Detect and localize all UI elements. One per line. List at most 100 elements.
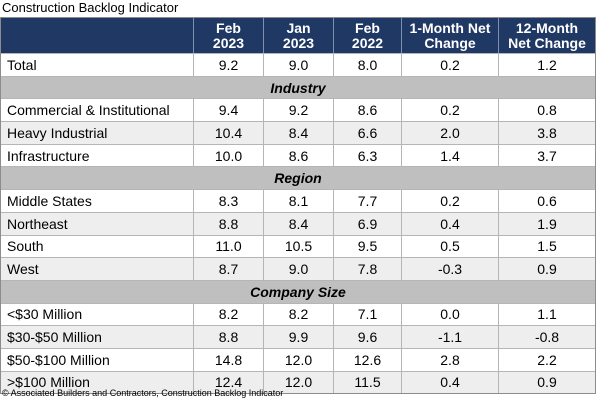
value-cell: 12.0 [263, 348, 333, 371]
value-cell: 8.6 [263, 144, 333, 167]
value-cell: 8.4 [263, 122, 333, 144]
value-cell: 0.9 [498, 258, 595, 280]
value-cell: 0.0 [401, 303, 498, 326]
table-row: $30-$50 Million 8.8 9.9 9.6 -1.1 -0.8 [1, 325, 595, 348]
value-cell: 12.0 [263, 371, 333, 394]
value-cell: 0.9 [498, 371, 595, 394]
row-label: Total [7, 56, 37, 73]
value-cell: 2.0 [401, 122, 498, 144]
table-row: South 11.0 10.5 9.5 0.5 1.5 [1, 234, 595, 258]
row-label: >$100 Million [7, 374, 90, 391]
row-label: Infrastructure [7, 147, 90, 164]
table-row: Middle States 8.3 8.1 7.7 0.2 0.6 [1, 189, 595, 212]
value-cell: 9.5 [333, 235, 401, 258]
value-cell: 7.1 [333, 303, 401, 326]
section-header: Industry [1, 75, 595, 99]
row-label: Heavy Industrial [7, 124, 108, 141]
value-cell: 9.4 [193, 99, 263, 122]
table-row: >$100 Million 12.4 12.0 11.5 0.4 0.9 [1, 370, 595, 394]
value-cell: 0.4 [401, 212, 498, 235]
title: Construction Backlog Indicator [2, 0, 179, 15]
value-cell: 0.5 [401, 235, 498, 258]
value-cell: 8.4 [263, 212, 333, 235]
value-cell: 8.2 [193, 303, 263, 326]
value-cell: 0.4 [401, 371, 498, 394]
row-label: $50-$100 Million [7, 351, 110, 368]
value-cell: 9.6 [333, 326, 401, 348]
value-cell: -0.8 [498, 326, 595, 348]
row-label: $30-$50 Million [7, 329, 102, 346]
row-label: Commercial & Institutional [7, 102, 170, 119]
value-cell: 1.2 [498, 54, 595, 76]
value-cell: 0.6 [498, 190, 595, 212]
section-name: Industry [270, 79, 326, 96]
value-cell: 2.8 [401, 348, 498, 371]
value-cell: 0.2 [401, 190, 498, 212]
value-cell: 9.2 [193, 54, 263, 76]
table-row: <$30 Million 8.2 8.2 7.1 0.0 1.1 [1, 302, 595, 326]
column-header: Jan 2023 [263, 18, 333, 53]
table-row: West 8.7 9.0 7.8 -0.3 0.9 [1, 257, 595, 280]
table-row: Heavy Industrial 10.4 8.4 6.6 2.0 3.8 [1, 121, 595, 144]
value-cell: 8.6 [333, 99, 401, 122]
value-cell: -1.1 [401, 326, 498, 348]
value-cell: 7.7 [333, 190, 401, 212]
value-cell: 10.0 [193, 144, 263, 167]
header-cell [1, 18, 193, 53]
header-row: Feb 2023 Jan 2023 Feb 2022 1-Month Net Chan… [1, 18, 595, 53]
table-row: Northeast 8.8 8.4 6.9 0.4 1.9 [1, 211, 595, 235]
value-cell: 1.9 [498, 212, 595, 235]
section-header: Company Size [1, 279, 595, 303]
row-label: Middle States [7, 192, 92, 209]
value-cell: 9.0 [263, 54, 333, 76]
value-cell: 8.3 [193, 190, 263, 212]
value-cell: 8.8 [193, 212, 263, 235]
value-cell: 3.7 [498, 144, 595, 167]
value-cell: 6.6 [333, 122, 401, 144]
row-label: West [7, 261, 39, 278]
value-cell: 0.8 [498, 99, 595, 122]
value-cell: 9.2 [263, 99, 333, 122]
row-label: <$30 Million [7, 306, 83, 323]
value-cell: 10.4 [193, 122, 263, 144]
column-header: Feb 2023 [193, 18, 263, 53]
table-row: Infrastructure 10.0 8.6 6.3 1.4 3.7 [1, 143, 595, 167]
table-row: Commercial & Institutional 9.4 9.2 8.6 0.2 0.… [1, 98, 595, 122]
column-header: 1-Month Net Change [401, 18, 498, 53]
value-cell: 8.2 [263, 303, 333, 326]
value-cell: 11.0 [193, 235, 263, 258]
value-cell: 10.5 [263, 235, 333, 258]
value-cell: 8.8 [193, 326, 263, 348]
value-cell: 6.9 [333, 212, 401, 235]
value-cell: 11.5 [333, 371, 401, 394]
value-cell: 2.2 [498, 348, 595, 371]
table-row: $50-$100 Million 14.8 12.0 12.6 2.8 2.2 [1, 347, 595, 371]
footer: © Associated Builders and Contractors, C… [2, 388, 284, 398]
value-cell: 8.7 [193, 258, 263, 280]
section-header: Region [1, 166, 595, 190]
value-cell: 8.0 [333, 54, 401, 76]
value-cell: 0.2 [401, 99, 498, 122]
value-cell: 12.6 [333, 348, 401, 371]
value-cell: 1.1 [498, 303, 595, 326]
value-cell: 6.3 [333, 144, 401, 167]
backlog-table: Feb 2023 Jan 2023 Feb 2022 1-Month Net Chan… [0, 17, 596, 395]
value-cell: 0.2 [401, 54, 498, 76]
column-header: 12-Month Net Change [498, 18, 595, 53]
column-header: Feb 2022 [333, 18, 401, 53]
section-name: Company Size [250, 283, 346, 300]
row-label: Northeast [7, 215, 68, 232]
row-label: South [7, 238, 44, 255]
value-cell: 12.4 [193, 371, 263, 394]
value-cell: 9.0 [263, 258, 333, 280]
value-cell: 8.1 [263, 190, 333, 212]
value-cell: 7.8 [333, 258, 401, 280]
section-name: Region [274, 170, 322, 187]
value-cell: 1.4 [401, 144, 498, 167]
value-cell: 9.9 [263, 326, 333, 348]
value-cell: 1.5 [498, 235, 595, 258]
value-cell: 3.8 [498, 122, 595, 144]
value-cell: -0.3 [401, 258, 498, 280]
value-cell: 14.8 [193, 348, 263, 371]
